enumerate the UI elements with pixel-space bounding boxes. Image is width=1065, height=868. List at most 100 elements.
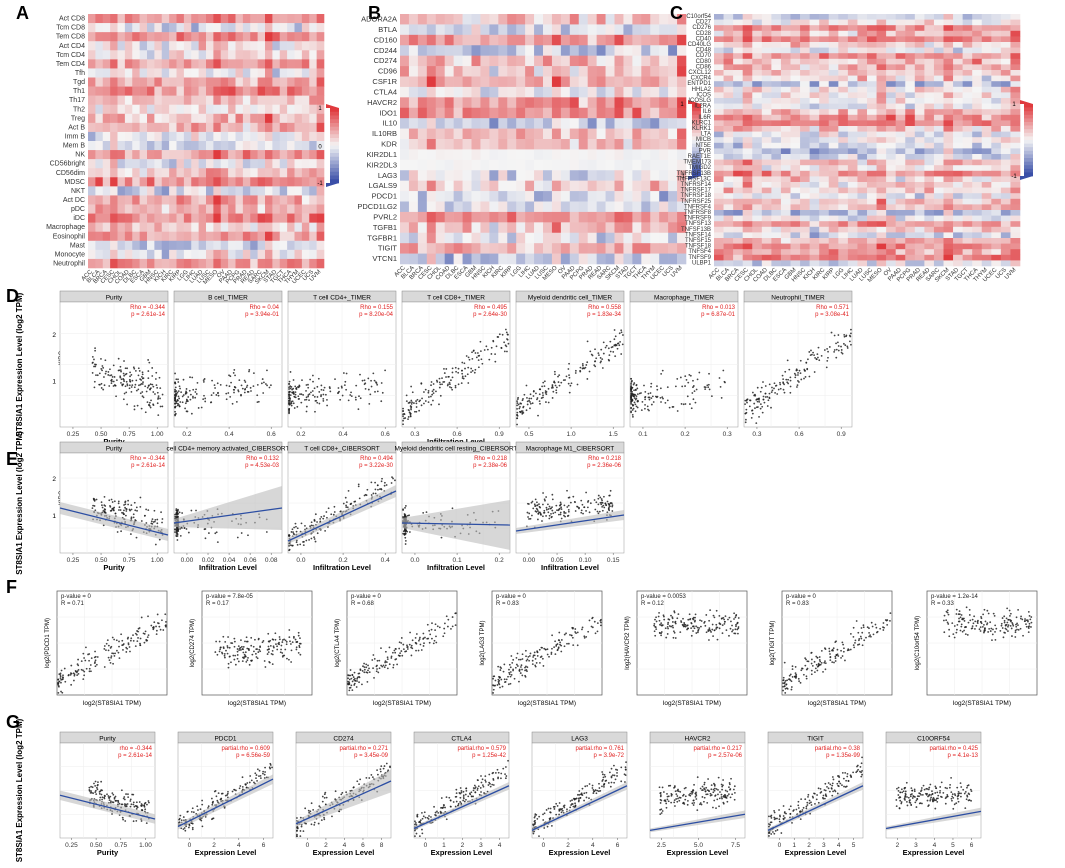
- heatmap-cell: [991, 137, 1001, 143]
- data-point: [189, 390, 191, 392]
- data-point: [403, 413, 405, 415]
- heatmap-cell: [250, 241, 258, 250]
- data-point: [677, 410, 679, 412]
- data-point: [818, 359, 820, 361]
- heatmap-cell: [771, 238, 781, 244]
- heatmap-cell: [857, 76, 867, 82]
- heatmap-cell: [507, 160, 516, 171]
- heatmap-cell: [791, 87, 801, 93]
- heatmap-cell: [762, 42, 772, 48]
- heatmap-cell: [543, 254, 552, 265]
- heatmap-column-label: UVM: [1004, 267, 1018, 281]
- data-point: [517, 398, 519, 400]
- heatmap-cell: [724, 244, 734, 250]
- heatmap-cell: [597, 254, 606, 265]
- heatmap-cell: [588, 77, 597, 88]
- heatmap-cell: [724, 14, 734, 20]
- heatmap-cell: [1001, 143, 1011, 149]
- data-point: [301, 393, 303, 395]
- data-point: [233, 372, 235, 374]
- heatmap-cell: [953, 126, 963, 132]
- legend-swatch: [1024, 147, 1033, 151]
- heatmap-cell: [800, 115, 810, 121]
- heatmap-cell: [896, 25, 906, 31]
- heatmap-cell: [125, 159, 133, 168]
- heatmap-cell: [867, 31, 877, 37]
- data-point: [177, 381, 179, 383]
- heatmap-cell: [838, 171, 848, 177]
- heatmap-cell: [641, 160, 650, 171]
- heatmap-cell: [221, 23, 229, 32]
- heatmap-row-label: Act CD4: [59, 43, 85, 50]
- heatmap-cell: [924, 154, 934, 160]
- heatmap-cell: [632, 222, 641, 233]
- data-point: [155, 378, 157, 380]
- data-point: [827, 351, 829, 353]
- heatmap-cell: [606, 24, 615, 35]
- data-point: [752, 413, 754, 415]
- data-point: [141, 408, 143, 410]
- heatmap-cell: [819, 25, 829, 31]
- data-point: [608, 354, 610, 356]
- heatmap-cell: [199, 195, 207, 204]
- heatmap-cell: [236, 87, 244, 96]
- heatmap-cell: [944, 176, 954, 182]
- heatmap-cell: [810, 31, 820, 37]
- heatmap-cell: [543, 233, 552, 244]
- heatmap-cell: [724, 216, 734, 222]
- heatmap-cell: [463, 222, 472, 233]
- heatmap-cell: [498, 160, 507, 171]
- heatmap-cell: [668, 118, 677, 129]
- heatmap-cell: [800, 104, 810, 110]
- heatmap-cell: [762, 104, 772, 110]
- heatmap-cell: [905, 98, 915, 104]
- heatmap-cell: [162, 259, 170, 268]
- heatmap-cell: [781, 165, 791, 171]
- heatmap-cell: [819, 165, 829, 171]
- heatmap-cell: [781, 193, 791, 199]
- legend-swatch: [1024, 165, 1033, 169]
- heatmap-cell: [103, 214, 111, 223]
- heatmap-row-label: HAVCR2: [367, 98, 397, 107]
- heatmap-cell: [280, 59, 288, 68]
- heatmap-cell: [570, 139, 579, 150]
- data-point: [408, 409, 410, 411]
- data-point: [633, 384, 635, 386]
- heatmap-cell: [287, 177, 295, 186]
- heatmap-cell: [615, 108, 624, 119]
- heatmap-cell: [714, 87, 724, 93]
- heatmap-cell: [243, 250, 251, 259]
- heatmap-cell: [963, 244, 973, 250]
- heatmap-cell: [810, 244, 820, 250]
- heatmap-cell: [132, 232, 140, 241]
- data-point: [233, 369, 235, 371]
- heatmap-cell: [632, 118, 641, 129]
- heatmap-cell: [819, 81, 829, 87]
- heatmap-cell: [733, 199, 743, 205]
- heatmap-cell: [516, 149, 525, 160]
- data-point: [384, 369, 386, 371]
- heatmap-cell: [118, 32, 126, 41]
- heatmap-cell: [480, 87, 489, 98]
- x-tick-label: 0.4: [339, 431, 348, 438]
- data-point: [138, 367, 140, 369]
- heatmap-cell: [169, 259, 177, 268]
- heatmap-cell: [905, 120, 915, 126]
- heatmap-cell: [1001, 249, 1011, 255]
- heatmap-cell: [972, 199, 982, 205]
- legend-arrow-bottom: [326, 183, 339, 187]
- heatmap-cell: [206, 105, 214, 114]
- heatmap-cell: [632, 35, 641, 46]
- data-point: [124, 501, 126, 503]
- heatmap-cell: [516, 170, 525, 181]
- data-point: [692, 386, 694, 388]
- heatmap-cell: [659, 212, 668, 223]
- heatmap-cell: [838, 132, 848, 138]
- heatmap-cell: [896, 132, 906, 138]
- heatmap-cell: [213, 214, 221, 223]
- data-point: [634, 397, 636, 399]
- data-point: [478, 359, 480, 361]
- heatmap-cell: [650, 108, 659, 119]
